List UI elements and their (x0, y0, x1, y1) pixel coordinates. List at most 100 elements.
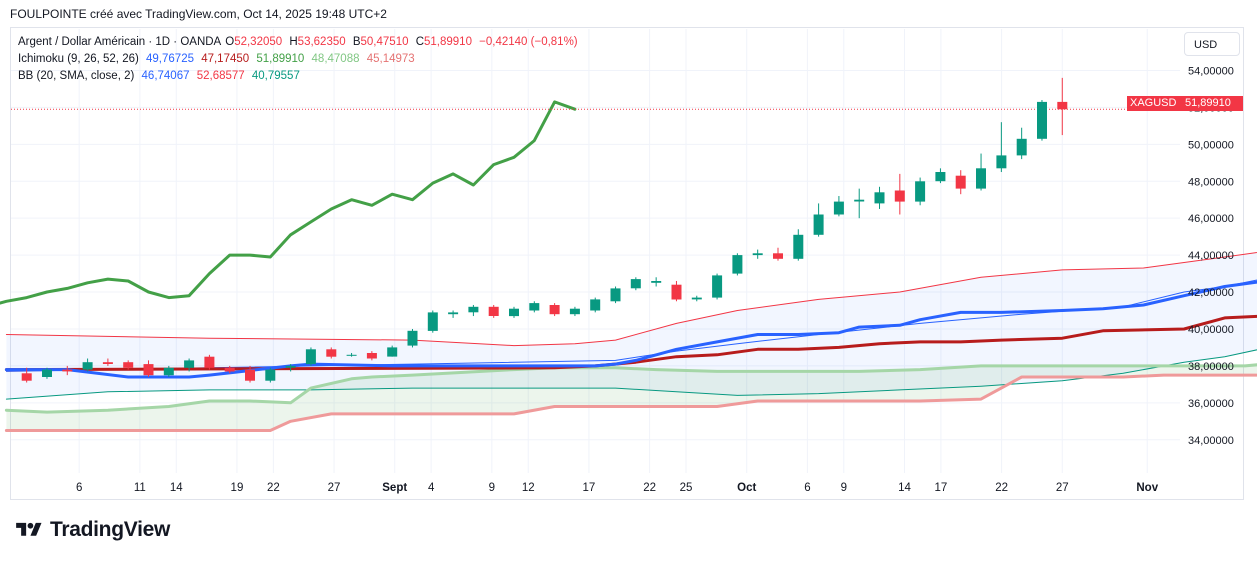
tradingview-icon (16, 522, 42, 536)
candle-48 (976, 153, 986, 191)
y-tick-label: 42,00000 (1188, 287, 1234, 299)
candle-body (82, 362, 93, 370)
candle-body (62, 369, 73, 372)
candle-body (407, 330, 418, 346)
currency-selector[interactable]: USD (1184, 32, 1240, 56)
candle-body (1016, 138, 1027, 156)
candle-36 (732, 253, 743, 276)
candle-16 (326, 347, 337, 359)
candle-body (143, 364, 154, 376)
y-tick-label: 44,00000 (1188, 250, 1234, 262)
y-tick-label: 46,00000 (1188, 213, 1234, 225)
candle-17 (346, 352, 357, 357)
ichimoku-tenkan-value: 49,76725 (146, 53, 194, 65)
candle-body (346, 354, 357, 356)
candle-12 (245, 365, 255, 383)
candle-40 (813, 203, 824, 237)
ichimoku-legend[interactable]: Ichimoku (9, 26, 52, 26) 49,76725 47,174… (18, 53, 419, 65)
candle-body (894, 190, 905, 202)
candle-29 (590, 297, 601, 313)
candle-body (854, 199, 865, 202)
x-tick-label: 14 (898, 482, 911, 494)
candle-3 (62, 365, 73, 376)
candle-18 (366, 351, 377, 361)
candle-30 (610, 286, 621, 304)
candle-body (224, 367, 235, 372)
candle-body (691, 297, 702, 300)
candle-45 (915, 177, 926, 206)
candle-body (752, 253, 763, 256)
candle-44 (894, 173, 905, 215)
candle-body (732, 255, 743, 274)
candle-4 (82, 358, 93, 372)
candle-body (773, 253, 783, 259)
candle-5 (102, 358, 113, 366)
candle-body (102, 362, 113, 364)
candles (21, 77, 1068, 383)
line-chikou-span (0, 100, 577, 305)
bb-label: BB (20, SMA, close, 2) (18, 70, 135, 82)
candle-37 (752, 249, 763, 259)
line-tenkan-sen (4, 280, 1257, 379)
symbol-description[interactable]: Argent / Dollar Américain · 1D · OANDA (18, 36, 222, 48)
candle-body (935, 172, 946, 182)
candle-body (793, 234, 804, 259)
candle-52 (1057, 77, 1068, 136)
candle-11 (224, 365, 235, 374)
indicator-bands (6, 252, 1257, 431)
candle-15 (305, 347, 316, 366)
x-tick-label: 27 (1056, 482, 1069, 494)
ichimoku-cloud-fill (6, 364, 1257, 431)
candle-34 (691, 295, 702, 302)
low-label: B (352, 36, 361, 48)
x-tick-label: 19 (231, 482, 244, 494)
candle-42 (854, 188, 865, 219)
candle-body (955, 175, 966, 189)
candle-28 (569, 306, 580, 317)
candle-body (569, 308, 580, 315)
bb-upper-value: 52,68577 (196, 70, 245, 82)
y-tick-label: 34,00000 (1188, 435, 1234, 447)
x-tick-label: 12 (522, 482, 535, 494)
candle-body (813, 214, 824, 235)
candle-20 (407, 328, 418, 348)
candle-50 (1016, 127, 1027, 160)
bb-legend[interactable]: BB (20, SMA, close, 2) 46,74067 52,68577… (18, 70, 304, 82)
candle-9 (184, 358, 195, 372)
change-value: −0,42140 (−0,81%) (479, 36, 578, 48)
candle-body (285, 365, 296, 368)
close-value: 51,89910 (424, 36, 472, 48)
candle-49 (996, 122, 1007, 173)
bollinger-band-fill (6, 252, 1257, 400)
candle-10 (204, 354, 215, 370)
x-tick-label: 22 (995, 482, 1008, 494)
candle-body (326, 349, 337, 357)
line-kijun-sen (4, 314, 1257, 372)
candle-51 (1037, 100, 1047, 141)
candle-body (976, 168, 986, 189)
chart-frame (10, 27, 1244, 500)
candle-body (651, 281, 662, 283)
candle-body (427, 312, 438, 331)
ichimoku-kijun-value: 47,17450 (201, 53, 250, 65)
open-value: 52,32050 (234, 36, 283, 48)
tradingview-logo[interactable]: TradingView (12, 518, 170, 542)
candle-47 (955, 170, 966, 195)
candle-body (630, 279, 641, 289)
axes: 34,00000 36,00000 38,00000 40,00000 42,00000… (76, 65, 1234, 494)
line-senkou-span-a (4, 363, 1257, 414)
x-tick-label: Oct (737, 482, 756, 494)
candle-body (387, 347, 398, 357)
candle-body (590, 299, 601, 311)
candle-body (448, 312, 459, 315)
y-tick-label: 36,00000 (1188, 398, 1234, 410)
indicator-lines (0, 100, 1257, 432)
candle-body (123, 362, 134, 368)
candle-body (874, 192, 885, 204)
x-tick-label: 6 (76, 482, 82, 494)
candle-body (996, 155, 1007, 169)
candle-body (366, 353, 377, 359)
x-tick-label: Nov (1136, 482, 1158, 494)
y-tick-label: 38,00000 (1188, 361, 1234, 373)
